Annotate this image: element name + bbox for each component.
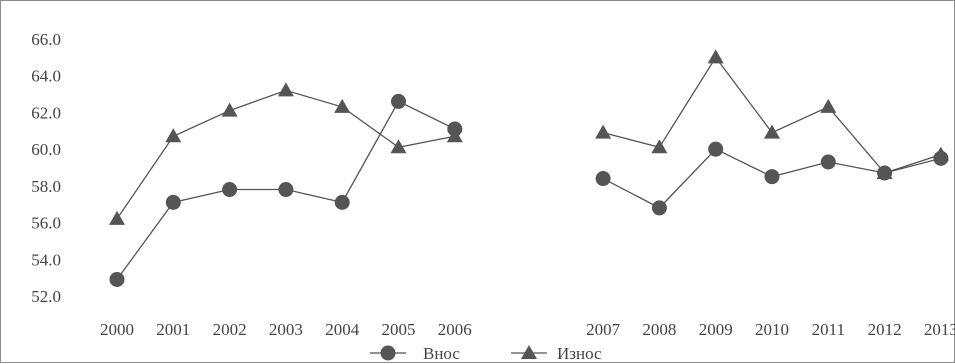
data-point-circle xyxy=(165,194,181,210)
data-point-triangle xyxy=(390,139,407,154)
y-tick-label: 58.0 xyxy=(31,177,61,196)
data-point-circle xyxy=(222,182,238,198)
y-tick-label: 66.0 xyxy=(31,30,61,49)
series-lines xyxy=(116,56,942,280)
data-point-triangle xyxy=(221,102,238,117)
y-tick-label: 56.0 xyxy=(31,214,61,233)
x-tick-label: 2009 xyxy=(699,320,733,339)
data-point-triangle xyxy=(764,124,780,139)
x-tick-label: 2007 xyxy=(586,320,621,339)
x-tick-label: 2010 xyxy=(755,320,789,339)
data-point-circle xyxy=(334,194,350,210)
data-point-triangle xyxy=(277,82,294,97)
series-markers xyxy=(109,49,949,287)
x-tick-label: 2006 xyxy=(438,320,472,339)
x-tick-label: 2002 xyxy=(213,320,247,339)
x-tick-label: 2001 xyxy=(156,320,190,339)
data-point-triangle xyxy=(932,146,949,161)
legend-triangle-icon xyxy=(521,345,537,359)
data-point-triangle xyxy=(109,210,125,225)
y-tick-label: 54.0 xyxy=(31,250,61,269)
data-point-triangle xyxy=(651,139,668,154)
data-point-circle xyxy=(109,271,125,287)
x-tick-label: 2011 xyxy=(812,320,845,339)
data-point-triangle xyxy=(876,165,893,180)
data-point-circle xyxy=(391,93,406,109)
x-tick-label: 2005 xyxy=(382,320,416,339)
x-tick-label: 2004 xyxy=(325,320,360,339)
data-point-circle xyxy=(278,182,294,198)
y-tick-label: 64.0 xyxy=(31,67,61,86)
y-tick-label: 52.0 xyxy=(31,287,61,306)
data-point-circle xyxy=(820,154,836,170)
x-tick-label: 2003 xyxy=(269,320,303,339)
data-point-triangle xyxy=(707,49,724,64)
data-point-circle xyxy=(595,171,611,187)
x-tick-label: 2013 xyxy=(924,320,955,339)
data-point-triangle xyxy=(334,98,351,113)
data-point-circle xyxy=(651,200,667,216)
x-axis-ticks: 2000 2001 2002 2003 2004 2005 2006 2007 2008 2009… xyxy=(100,320,955,339)
legend-label: Износ xyxy=(557,344,602,363)
legend-label: Внос xyxy=(423,344,460,363)
legend-circle-icon xyxy=(380,345,396,361)
x-tick-label: 2000 xyxy=(100,320,134,339)
y-axis-ticks: 52.0 54.0 56.0 58.0 60.0 62.0 64.0 66.0 xyxy=(31,30,61,306)
data-point-triangle xyxy=(446,128,463,143)
legend: Внос Износ xyxy=(370,344,602,363)
data-point-triangle xyxy=(595,124,612,139)
data-point-triangle xyxy=(820,98,837,113)
x-tick-label: 2008 xyxy=(642,320,676,339)
y-tick-label: 60.0 xyxy=(31,140,61,159)
series-line-1 xyxy=(602,56,942,174)
x-tick-label: 2012 xyxy=(868,320,902,339)
y-tick-label: 62.0 xyxy=(31,103,61,122)
data-point-circle xyxy=(764,169,780,185)
data-point-circle xyxy=(708,141,724,157)
data-point-triangle xyxy=(165,128,182,143)
